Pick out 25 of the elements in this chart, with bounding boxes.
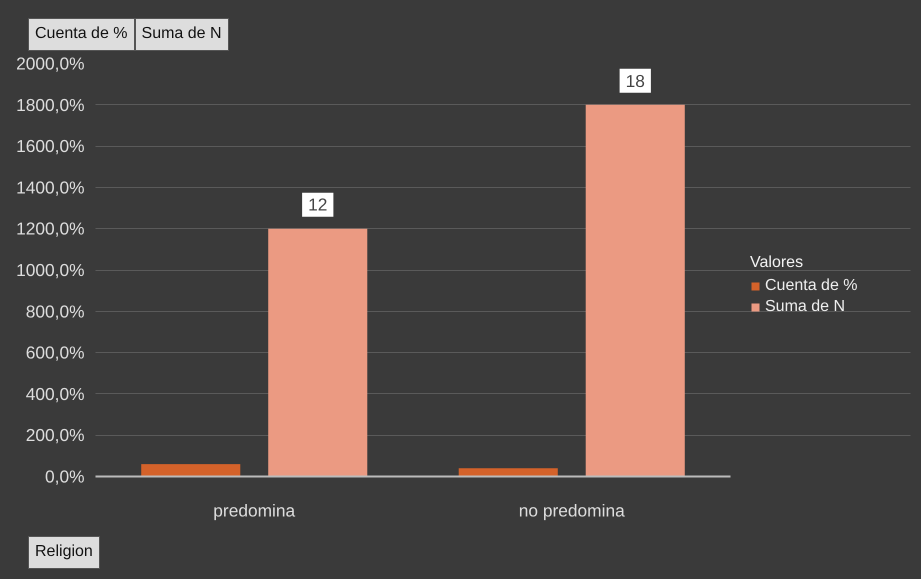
y-tick-label: 1400,0% bbox=[16, 177, 85, 198]
data-label: 18 bbox=[626, 70, 645, 91]
bar bbox=[141, 464, 240, 476]
y-tick-label: 200,0% bbox=[26, 425, 85, 446]
y-tick-label: 1000,0% bbox=[16, 260, 85, 280]
legend-label: Suma de N bbox=[765, 298, 846, 316]
y-tick-label: 2000,0% bbox=[16, 53, 85, 74]
x-tick-label: predomina bbox=[213, 500, 296, 520]
y-tick-label: 1600,0% bbox=[16, 136, 85, 156]
y-tick-label: 1800,0% bbox=[16, 94, 85, 115]
x-axis-title: Religion bbox=[35, 542, 93, 562]
y-tick-label: 800,0% bbox=[26, 301, 85, 322]
y-tick-label: 0,0% bbox=[45, 466, 85, 486]
bar bbox=[458, 468, 558, 476]
bar bbox=[586, 104, 685, 476]
bar bbox=[268, 228, 368, 476]
legend-label: Cuenta de % bbox=[765, 276, 858, 295]
y-tick-label: 400,0% bbox=[26, 384, 85, 404]
text: Suma de N bbox=[142, 24, 222, 44]
legend-title: Valores bbox=[750, 254, 804, 272]
y-tick-label: 1200,0% bbox=[16, 218, 85, 239]
text: Cuenta de % bbox=[35, 24, 128, 44]
x-tick-label: no predomina bbox=[518, 500, 626, 520]
y-tick-label: 600,0% bbox=[26, 342, 85, 362]
data-label: 12 bbox=[308, 194, 328, 215]
